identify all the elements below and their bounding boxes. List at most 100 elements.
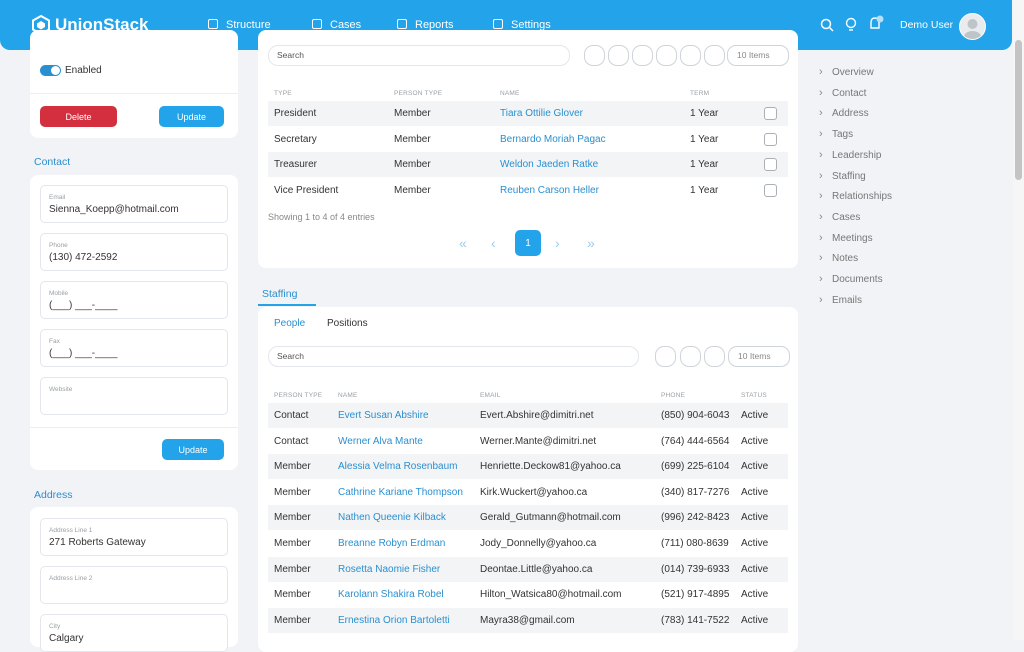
table-cell[interactable]: Evert Susan Abshire xyxy=(338,410,429,421)
pager-arrow[interactable]: » xyxy=(587,235,595,251)
table-cell: Member xyxy=(274,614,311,626)
input-field[interactable] xyxy=(40,329,228,367)
sidebar-link[interactable]: Cases xyxy=(832,211,861,223)
sidebar-link[interactable]: Address xyxy=(832,108,869,120)
table-cell[interactable]: Cathrine Kariane Thompson xyxy=(338,486,463,498)
tab[interactable]: People xyxy=(274,318,306,329)
row-checkbox[interactable] xyxy=(764,158,777,171)
table-cell: Evert.Abshire@dimitri.net xyxy=(480,410,594,421)
field-value: (___) ___-____ xyxy=(49,348,118,359)
field-label: Phone xyxy=(49,242,68,249)
field-label: Mobile xyxy=(49,290,69,297)
search-box[interactable] xyxy=(268,346,639,367)
table-cell[interactable]: Ernestina Orion Bartoletti xyxy=(338,614,450,626)
table-cell[interactable]: Tiara Ottilie Glover xyxy=(500,108,583,119)
input-field[interactable] xyxy=(40,185,228,223)
pager-arrow[interactable]: « xyxy=(459,235,467,251)
tab[interactable]: Positions xyxy=(327,318,368,329)
table-cell: Active xyxy=(741,589,769,601)
update-button[interactable]: Update xyxy=(159,106,224,127)
table-cell: Contact xyxy=(274,410,309,421)
pager-arrow[interactable]: ‹ xyxy=(491,235,496,251)
input-field[interactable] xyxy=(40,566,228,604)
table-cell[interactable]: Breanne Robyn Erdman xyxy=(338,538,446,549)
row-checkbox[interactable] xyxy=(764,183,777,197)
toolbar-button[interactable] xyxy=(584,45,605,66)
table-cell[interactable]: Rosetta Naomie Fisher xyxy=(338,563,441,575)
scrollbar xyxy=(1013,0,1024,640)
toggle[interactable] xyxy=(40,65,61,76)
sidebar-link[interactable]: Meetings xyxy=(832,232,873,244)
table-cell[interactable]: Nathen Queenie Kilback xyxy=(338,512,446,524)
input-field[interactable] xyxy=(40,377,228,415)
toolbar-button[interactable] xyxy=(704,346,725,367)
page-size-select[interactable]: 10 Items xyxy=(727,45,789,66)
sidebar-link[interactable]: Tags xyxy=(832,129,854,141)
user-name[interactable]: Demo User xyxy=(900,19,954,31)
table-cell[interactable]: Bernardo Moriah Pagac xyxy=(500,133,606,145)
table-cell[interactable]: Alessia Velma Rosenbaum xyxy=(338,461,458,473)
row-checkbox[interactable] xyxy=(764,107,777,120)
field-value: Sienna_Koepp@hotmail.com xyxy=(49,204,179,215)
toolbar-button[interactable] xyxy=(680,45,701,66)
toolbar-button[interactable] xyxy=(655,346,676,367)
chevron: › xyxy=(819,66,823,78)
field-label: Address Line 1 xyxy=(49,527,93,534)
current-page[interactable]: 1 xyxy=(515,230,541,256)
column-header: PHONE xyxy=(661,392,686,399)
table-cell: Active xyxy=(741,614,769,626)
avatar[interactable] xyxy=(959,13,986,40)
toolbar-button[interactable] xyxy=(656,45,677,66)
pager-arrow[interactable]: › xyxy=(555,235,560,251)
field-value: 271 Roberts Gateway xyxy=(49,537,146,548)
page-size-select[interactable]: 10 Items xyxy=(728,346,790,367)
table-cell: Active xyxy=(741,410,769,421)
table-cell: Member xyxy=(274,461,311,473)
toolbar-button[interactable] xyxy=(608,45,629,66)
tips-icon[interactable] xyxy=(845,17,857,32)
update-button[interactable]: Update xyxy=(162,439,224,460)
table-cell[interactable]: Reuben Carson Heller xyxy=(500,184,599,196)
sidebar-link[interactable]: Notes xyxy=(832,253,859,265)
sidebar-link[interactable]: Leadership xyxy=(832,149,882,161)
table-cell: (850) 904-6043 xyxy=(661,410,730,421)
input-field[interactable] xyxy=(40,233,228,271)
field-label: City xyxy=(49,623,61,630)
table-row-stripe xyxy=(268,556,788,582)
nav-item[interactable]: Settings xyxy=(511,19,551,31)
field-value: (130) 472-2592 xyxy=(49,252,118,263)
sidebar-link[interactable]: Documents xyxy=(832,274,883,285)
input-field[interactable] xyxy=(40,518,228,556)
chevron: › xyxy=(819,107,823,120)
table-cell: Member xyxy=(274,512,311,524)
nav-item[interactable]: Structure xyxy=(226,19,271,31)
input-field[interactable] xyxy=(40,281,228,319)
search-placeholder: Search xyxy=(277,50,304,60)
toolbar-button[interactable] xyxy=(704,45,725,66)
nav-icon xyxy=(312,19,322,29)
scrollbar-thumb[interactable] xyxy=(1015,40,1022,180)
search-icon[interactable] xyxy=(820,18,834,32)
nav-item[interactable]: Cases xyxy=(330,19,362,31)
table-cell[interactable]: Werner Alva Mante xyxy=(338,435,423,447)
sidebar-link[interactable]: Contact xyxy=(832,87,867,99)
sidebar-link[interactable]: Staffing xyxy=(832,170,866,182)
table-cell: Active xyxy=(741,486,769,498)
table-cell[interactable]: Weldon Jaeden Ratke xyxy=(500,159,599,170)
column-header: EMAIL xyxy=(480,392,501,399)
delete-button[interactable]: Delete xyxy=(40,106,117,127)
toolbar-button[interactable] xyxy=(680,346,701,367)
sidebar-link[interactable]: Emails xyxy=(832,294,863,306)
column-header: NAME xyxy=(500,90,520,97)
chevron: › xyxy=(819,231,823,244)
sidebar-link[interactable]: Relationships xyxy=(832,191,893,203)
notification-icon[interactable] xyxy=(868,15,884,32)
table-cell[interactable]: Karolann Shakira Robel xyxy=(338,589,444,601)
sidebar-link[interactable]: Overview xyxy=(832,67,874,78)
table-cell: Active xyxy=(741,435,769,447)
column-header: TERM xyxy=(690,90,710,97)
row-checkbox[interactable] xyxy=(764,132,777,146)
search-box[interactable] xyxy=(268,45,570,66)
toolbar-button[interactable] xyxy=(632,45,653,66)
nav-item[interactable]: Reports xyxy=(415,19,454,31)
